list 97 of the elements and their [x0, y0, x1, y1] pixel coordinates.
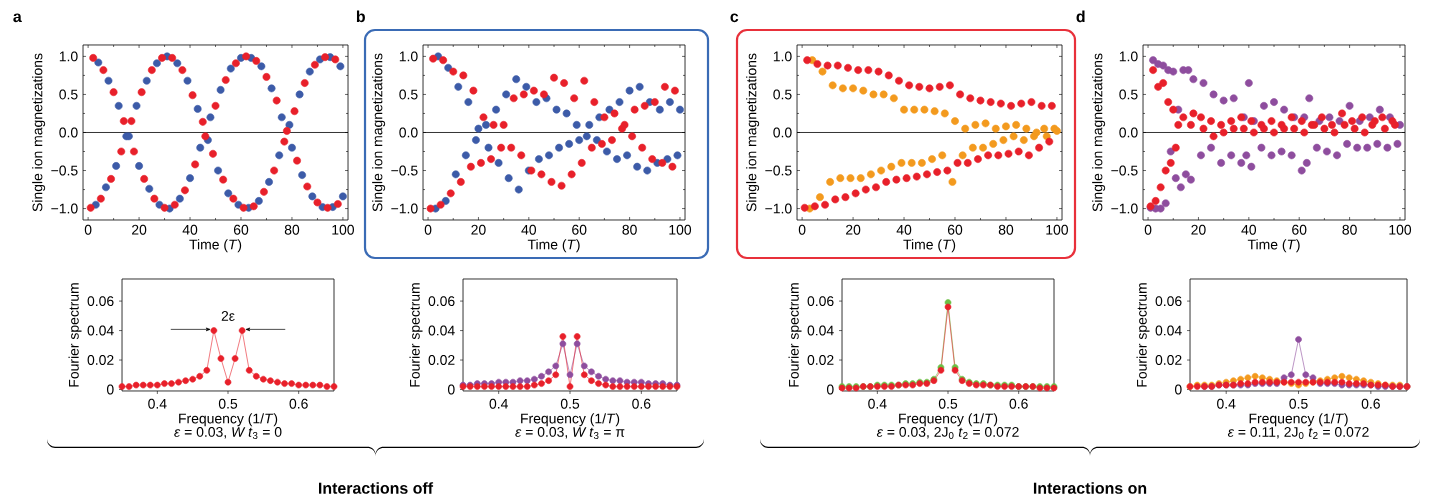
x-tick-label: 100 [669, 224, 692, 235]
x-tick-label: 0.6 [1361, 398, 1380, 409]
x-tick-label: 100 [1389, 224, 1412, 235]
y-tick-label: 0.02 [1155, 355, 1182, 365]
text: ε = 0.03, W t$_{3}$ = 0 [174, 426, 282, 439]
y-tick-label: −1.0 [391, 203, 418, 214]
y-tick-label: 1.0 [399, 51, 418, 62]
x-tick-label: 20 [846, 224, 861, 235]
x-axis-title: Frequency (1/T) [179, 413, 278, 427]
y-tick-label: 0 [106, 384, 114, 395]
chart-title: a [13, 13, 22, 23]
chart-title: d [1076, 10, 1085, 23]
y-tick-label: 0.04 [1155, 325, 1182, 336]
y-tick-label: 0.5 [773, 89, 792, 100]
y-tick-label: 0.5 [1119, 89, 1138, 100]
y-tick-label: −1.0 [51, 203, 78, 214]
y-axis-title: Single ion magnetizations [32, 53, 46, 212]
x-axis-title: Frequency (1/T) [1249, 413, 1348, 427]
x-tick-label: 0.5 [218, 398, 238, 409]
y-tick-label: 1.0 [59, 51, 78, 62]
y-tick-label: 0 [826, 384, 834, 395]
x-tick-label: 60 [1292, 224, 1307, 235]
y-tick-label: −0.5 [765, 165, 792, 176]
x-tick-label: 0.6 [1009, 398, 1028, 409]
x-axis-title: Time (T) [1247, 239, 1300, 253]
x-tick-label: 0.4 [868, 398, 887, 409]
x-tick-label: 0.6 [289, 398, 308, 409]
y-tick-label: 0 [1174, 384, 1182, 395]
y-tick-label: 0.02 [428, 355, 455, 365]
x-tick-label: 0 [798, 224, 806, 235]
text: ε = 0.03, 2J$_{0}$ t$_{2}$ = 0.072 [876, 426, 1019, 439]
y-tick-label: 0.06 [1155, 296, 1182, 307]
x-tick-label: 80 [622, 224, 637, 235]
y-tick-label: −0.5 [391, 165, 418, 176]
annotation: 2ε [221, 311, 235, 321]
y-axis-title: Fourier spectrum [788, 283, 802, 387]
x-tick-label: 60 [233, 224, 249, 235]
y-tick-label: 0.04 [87, 325, 114, 336]
x-tick-label: 0.4 [489, 398, 508, 409]
y-tick-label: 0.5 [399, 89, 418, 100]
y-tick-label: 0.02 [807, 355, 834, 365]
y-tick-label: 0.06 [428, 296, 455, 307]
x-tick-label: 0.5 [1289, 398, 1308, 409]
x-tick-label: 0.6 [632, 398, 651, 409]
x-tick-label: 0.4 [148, 398, 167, 409]
x-tick-label: 60 [947, 224, 963, 235]
x-tick-label: 100 [1046, 224, 1069, 235]
x-axis-title: Frequency (1/T) [899, 413, 998, 427]
text: ε = 0.03, W t$_{3}$ = π [515, 426, 625, 439]
x-axis-title: Frequency (1/T) [521, 413, 620, 427]
x-tick-label: 80 [284, 224, 300, 235]
y-tick-label: 0.0 [773, 127, 792, 138]
x-tick-label: 20 [1191, 224, 1206, 235]
y-tick-label: 0.5 [59, 89, 78, 100]
x-tick-label: 60 [572, 224, 587, 235]
x-axis-title: Time (T) [903, 239, 956, 253]
y-axis-title: Single ion magnetizations [1092, 53, 1106, 212]
y-tick-label: 0.02 [87, 355, 114, 365]
x-tick-label: 0.5 [560, 398, 580, 409]
y-tick-label: 0.0 [59, 127, 78, 138]
y-tick-label: −1.0 [765, 203, 792, 214]
x-tick-label: 40 [1241, 224, 1257, 235]
y-axis-title: Single ion magnetizations [372, 53, 386, 212]
x-tick-label: 40 [896, 224, 912, 235]
y-tick-label: −1.0 [1111, 203, 1138, 214]
chart-title: c [730, 13, 739, 23]
text: ε = 0.11, 2J$_{0}$ t$_{2}$ = 0.072 [1227, 426, 1369, 439]
x-tick-label: 40 [521, 224, 537, 235]
x-tick-label: 0.5 [938, 398, 958, 409]
y-tick-label: 0.06 [87, 296, 114, 307]
x-tick-label: 0.4 [1217, 398, 1236, 409]
y-tick-label: 0.04 [807, 325, 834, 336]
y-tick-label: 0.06 [807, 296, 834, 307]
y-tick-label: 0.0 [399, 127, 418, 138]
y-axis-title: Fourier spectrum [1136, 283, 1150, 387]
text: Interactions off [319, 482, 434, 494]
y-tick-label: 1.0 [773, 51, 792, 62]
y-axis-title: Single ion magnetizations [746, 53, 760, 212]
x-tick-label: 100 [332, 224, 355, 235]
y-tick-label: 0 [447, 384, 455, 395]
x-tick-label: 80 [998, 224, 1014, 235]
y-tick-label: −0.5 [1111, 165, 1138, 176]
y-tick-label: 1.0 [1119, 51, 1138, 62]
y-axis-title: Fourier spectrum [409, 283, 423, 387]
x-tick-label: 40 [182, 224, 198, 235]
y-tick-label: −0.5 [51, 165, 78, 176]
y-tick-label: 0.0 [1119, 127, 1138, 138]
text: Interactions on [1033, 482, 1147, 494]
chart-title: b [356, 10, 365, 23]
x-tick-label: 20 [471, 224, 486, 235]
y-tick-label: 0.04 [428, 325, 455, 336]
y-axis-title: Fourier spectrum [68, 283, 82, 387]
x-tick-label: 80 [1342, 224, 1357, 235]
x-axis-title: Time (T) [527, 239, 580, 253]
x-axis-title: Time (T) [189, 239, 242, 253]
x-tick-label: 0 [1144, 224, 1152, 235]
x-tick-label: 20 [132, 224, 147, 235]
